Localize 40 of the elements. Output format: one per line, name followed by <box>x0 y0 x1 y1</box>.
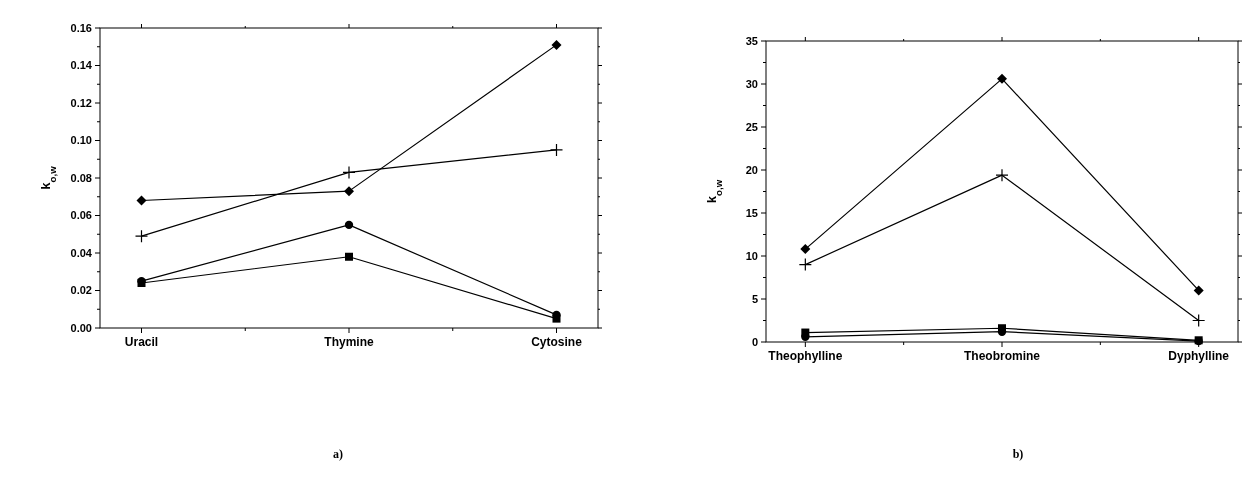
point <box>549 143 564 157</box>
text: a) <box>333 447 343 461</box>
point <box>995 168 1009 182</box>
point <box>1192 313 1206 328</box>
x-tick-label: Theophylline <box>768 349 843 363</box>
point <box>342 165 356 179</box>
y-tick-label: 0.16 <box>70 21 92 34</box>
y-tick-label: 0.00 <box>70 321 92 334</box>
point <box>551 39 562 50</box>
x-tick-label: Theobromine <box>963 349 1041 363</box>
point <box>344 186 354 197</box>
y-tick-label: 35 <box>745 34 758 47</box>
y-tick-label: 0.14 <box>70 59 93 72</box>
y-tick-label: 0.12 <box>70 96 92 109</box>
x-tick-label: Uracil <box>124 335 159 349</box>
point <box>345 252 353 261</box>
y-tick-label: 10 <box>745 249 758 262</box>
point <box>798 258 812 272</box>
x-tick-label: Dyphylline <box>1168 349 1230 363</box>
y-tick-label: 0.08 <box>70 171 92 184</box>
point <box>344 220 354 230</box>
y-tick-label: 25 <box>745 120 758 133</box>
text: b) <box>1012 447 1024 461</box>
x-tick-label: Cytosine <box>531 335 583 349</box>
point <box>136 195 147 206</box>
point <box>552 314 561 323</box>
y-tick-label: 5 <box>751 292 758 305</box>
x-tick-label: Thymine <box>324 335 374 349</box>
y-tick-label: 30 <box>745 77 758 90</box>
y-tick-label: 20 <box>745 163 758 176</box>
y-tick-label: 0.04 <box>70 246 93 259</box>
point <box>134 229 149 243</box>
point <box>997 73 1007 84</box>
point <box>800 244 811 255</box>
y-tick-label: 0.06 <box>70 209 92 222</box>
y-tick-label: 0.10 <box>70 134 92 147</box>
y-tick-label: 0 <box>751 335 758 348</box>
y-tick-label: 0.02 <box>70 284 92 297</box>
y-tick-label: 15 <box>745 206 758 219</box>
point <box>1193 285 1204 296</box>
